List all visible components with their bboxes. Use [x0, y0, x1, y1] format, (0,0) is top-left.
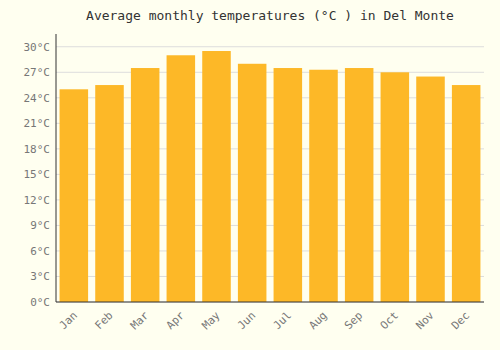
x-tick-label: Aug	[306, 309, 329, 332]
bar	[238, 64, 267, 302]
bar	[345, 68, 374, 302]
x-axis-line	[56, 302, 484, 303]
grid-line	[56, 72, 484, 73]
y-tick-label: 18°C	[24, 143, 51, 156]
bar	[60, 89, 89, 302]
y-tick-label: 3°C	[30, 270, 50, 283]
title: Average monthly temperatures (°C ) in De…	[86, 8, 454, 23]
bar	[309, 70, 338, 302]
x-tick-label: Nov	[413, 309, 437, 333]
x-tick-label: Jan	[57, 309, 80, 332]
x-tick-label: Feb	[92, 309, 115, 332]
x-tick-label: May	[199, 309, 223, 333]
y-tick-label: 0°C	[30, 296, 50, 309]
bar	[416, 77, 445, 302]
bar	[131, 68, 160, 302]
y-tick-label: 9°C	[30, 219, 50, 232]
chart: Average monthly temperatures (°C ) in De…	[0, 0, 500, 350]
x-tick-label: Sep	[342, 309, 365, 332]
y-tick-label: 21°C	[24, 117, 51, 130]
y-tick-label: 27°C	[24, 66, 51, 79]
y-axis: 0°C 3°C 6°C 9°C 12°C 15°C 18°C 21°C 24°C 27°C 30°C	[24, 41, 485, 309]
x-tick-label: Apr	[164, 309, 188, 333]
x-tick-label: Jul	[271, 309, 294, 332]
x-tick-label: Mar	[128, 309, 152, 333]
bar	[95, 85, 124, 302]
grid-line	[56, 46, 484, 47]
x-tick-label: Dec	[449, 309, 472, 332]
y-tick-label: 6°C	[30, 245, 50, 258]
x-axis: Jan Feb Mar Apr May Jun Jul Aug Sep Oct Nov Dec	[57, 309, 473, 333]
x-tick-label: Jun	[235, 309, 258, 332]
bar	[167, 55, 196, 302]
y-tick-label: 24°C	[24, 92, 51, 105]
background	[0, 0, 500, 350]
y-tick-label: 30°C	[24, 41, 51, 54]
y-tick-label: 12°C	[24, 194, 51, 207]
bar	[274, 68, 303, 302]
x-tick-label: Oct	[378, 309, 401, 332]
bar	[452, 85, 481, 302]
y-tick-label: 15°C	[24, 168, 51, 181]
bars	[60, 51, 481, 302]
bar	[381, 72, 410, 302]
grid-line	[56, 302, 484, 303]
bar	[202, 51, 231, 302]
y-axis-line	[56, 34, 57, 302]
